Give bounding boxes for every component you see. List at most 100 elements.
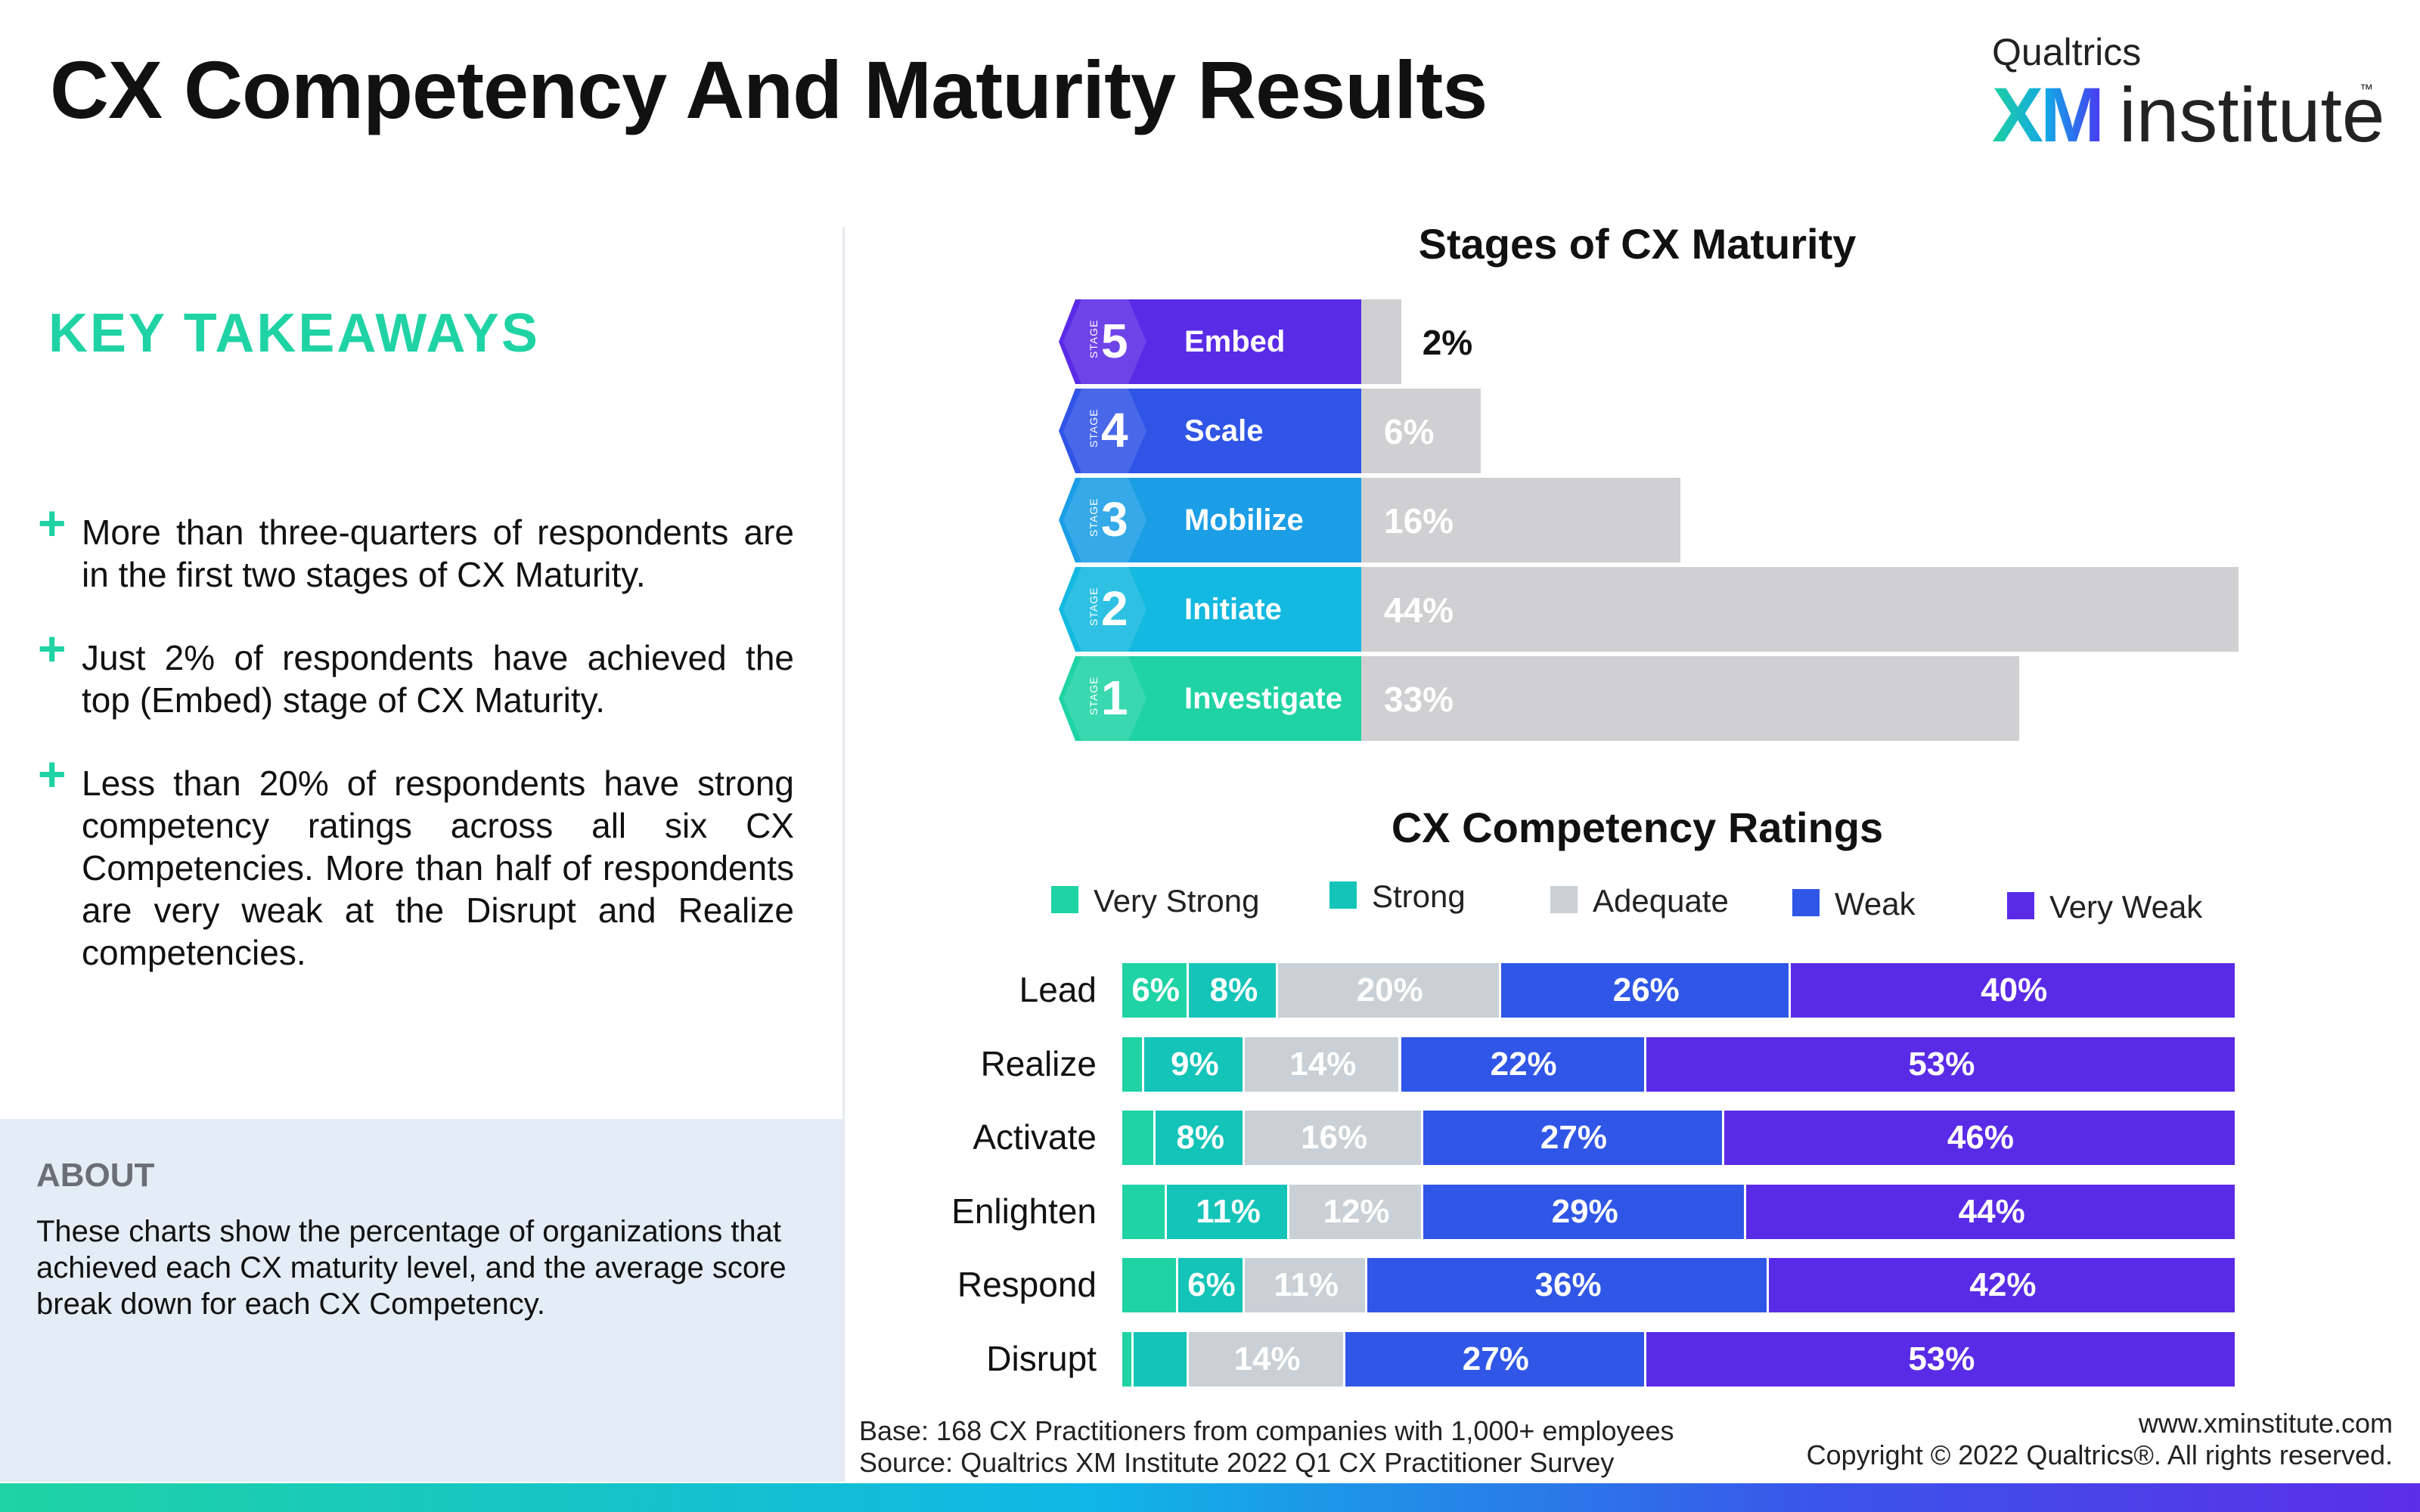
competency-row-label: Activate xyxy=(973,1117,1097,1157)
stage-badge xyxy=(1063,656,1146,741)
maturity-bar xyxy=(1361,478,1680,562)
stage-label-block xyxy=(1059,478,1361,562)
page-title: CX Competency And Maturity Results xyxy=(50,44,1488,135)
takeaway-text: More than three-quarters of respondents … xyxy=(82,513,794,594)
stage-number: 4 xyxy=(1101,403,1128,457)
competency-value-label: 53% xyxy=(1908,1340,1975,1377)
maturity-value-label: 44% xyxy=(1384,590,1454,630)
stage-tag: STAGE xyxy=(1087,497,1100,537)
maturity-bar xyxy=(1361,567,2238,652)
takeaway-text: Just 2% of respondents have achieved the… xyxy=(82,638,794,720)
competency-segment xyxy=(1768,1258,2235,1312)
maturity-chart-title: Stages of CX Maturity xyxy=(1418,220,1857,268)
competency-value-label: 14% xyxy=(1233,1340,1301,1377)
competency-segment xyxy=(1367,1258,1767,1312)
stage-badge xyxy=(1063,567,1146,652)
competency-segment xyxy=(1423,1111,1722,1165)
stage-label-block xyxy=(1059,389,1361,473)
key-takeaways-heading: KEY TAKEAWAYS xyxy=(48,303,540,364)
competency-segment xyxy=(1122,1184,1165,1239)
competency-row-label: Lead xyxy=(1019,970,1097,1009)
competency-segment xyxy=(1278,963,1500,1018)
takeaway-item: + Just 2% of respondents have achieved t… xyxy=(38,624,794,721)
plus-icon: + xyxy=(38,747,67,801)
stage-name: Scale xyxy=(1184,414,1264,448)
stage-name: Initiate xyxy=(1184,593,1282,626)
stage-label-block xyxy=(1059,567,1361,652)
competency-segment xyxy=(1122,1258,1176,1312)
competency-segment xyxy=(1646,1036,2235,1092)
stage-tag: STAGE xyxy=(1087,587,1100,626)
competency-value-label: 16% xyxy=(1301,1119,1368,1156)
maturity-bar xyxy=(1361,299,1401,384)
competency-row-label: Realize xyxy=(980,1043,1097,1083)
competency-segment xyxy=(1189,963,1277,1018)
legend-swatch xyxy=(1051,886,1078,913)
competency-segment xyxy=(1245,1036,1399,1092)
legend-label: Very Strong xyxy=(1094,883,1260,919)
maturity-bar xyxy=(1361,389,1481,473)
competency-segment xyxy=(1245,1258,1366,1312)
copyright-text: Copyright © 2022 Qualtrics®. All rights … xyxy=(1806,1439,2393,1470)
competency-chart-title: CX Competency Ratings xyxy=(1391,804,1884,851)
stage-number: 2 xyxy=(1101,581,1128,636)
stage-badge xyxy=(1063,389,1146,473)
legend-label: Very Weak xyxy=(2049,889,2203,925)
competency-value-label: 8% xyxy=(1209,971,1258,1009)
website-link[interactable]: www.xminstitute.com xyxy=(2138,1408,2393,1439)
brand-company: Qualtrics xyxy=(1992,31,2142,73)
legend-label: Adequate xyxy=(1593,883,1729,919)
competency-segment xyxy=(1122,1331,1131,1387)
competency-segment xyxy=(1401,1036,1644,1092)
competency-segment xyxy=(1791,963,2235,1018)
stage-number: 5 xyxy=(1101,314,1128,368)
competency-segment xyxy=(1133,1331,1187,1387)
competency-segment xyxy=(1289,1184,1421,1239)
stage-tag: STAGE xyxy=(1087,408,1100,448)
legend-swatch xyxy=(1550,886,1578,913)
competency-segment xyxy=(1166,1184,1288,1239)
competency-value-label: 9% xyxy=(1171,1045,1219,1083)
stage-number: 3 xyxy=(1101,492,1128,547)
stage-name: Mobilize xyxy=(1184,503,1304,537)
competency-value-label: 14% xyxy=(1289,1045,1357,1083)
copyright-block: www.xminstitute.com Copyright © 2022 Qua… xyxy=(1807,1408,2393,1471)
legend-label: Strong xyxy=(1372,878,1466,914)
competency-segment xyxy=(1122,1111,1154,1165)
maturity-bar xyxy=(1361,656,2019,741)
brand-institute: institute xyxy=(2119,72,2385,158)
legend-swatch xyxy=(2007,892,2034,919)
takeaway-text: Less than 20% of respondents have strong… xyxy=(82,764,794,972)
competency-row-label: Disrupt xyxy=(986,1338,1097,1378)
competency-segment xyxy=(1423,1184,1745,1239)
competency-value-label: 36% xyxy=(1534,1266,1602,1303)
competency-value-label: 6% xyxy=(1131,971,1181,1009)
about-title: ABOUT xyxy=(36,1157,155,1194)
competency-segment xyxy=(1189,1331,1343,1387)
stage-label-block xyxy=(1059,656,1361,741)
stage-name: Investigate xyxy=(1184,682,1342,715)
competency-segment xyxy=(1746,1184,2235,1239)
maturity-value-label: 33% xyxy=(1384,680,1454,719)
competency-segment xyxy=(1122,963,1187,1018)
competency-value-label: 22% xyxy=(1490,1045,1557,1083)
brand-logo: Qualtrics XM institute ™ xyxy=(1951,30,2385,158)
bottom-gradient-bar xyxy=(0,1483,2420,1512)
competency-value-label: 8% xyxy=(1176,1119,1224,1156)
competency-value-label: 11% xyxy=(1274,1266,1339,1303)
base-note: Base: 168 CX Practitioners from companie… xyxy=(859,1415,1674,1479)
competency-value-label: 46% xyxy=(1947,1119,2014,1156)
competency-row-label: Respond xyxy=(957,1265,1097,1304)
stage-tag: STAGE xyxy=(1087,676,1100,715)
base-text: Base: 168 CX Practitioners from companie… xyxy=(859,1415,1674,1446)
takeaway-item: + More than three-quarters of respondent… xyxy=(38,499,794,596)
competency-segment xyxy=(1723,1111,2235,1165)
competency-segment xyxy=(1245,1111,1421,1165)
about-text: These charts show the percentage of orga… xyxy=(36,1215,786,1321)
competency-segment xyxy=(1501,963,1789,1018)
stage-badge xyxy=(1063,299,1146,384)
competency-value-label: 29% xyxy=(1551,1192,1618,1230)
competency-value-label: 27% xyxy=(1540,1119,1607,1156)
about-panel xyxy=(0,1119,842,1482)
stage-badge xyxy=(1063,478,1146,562)
